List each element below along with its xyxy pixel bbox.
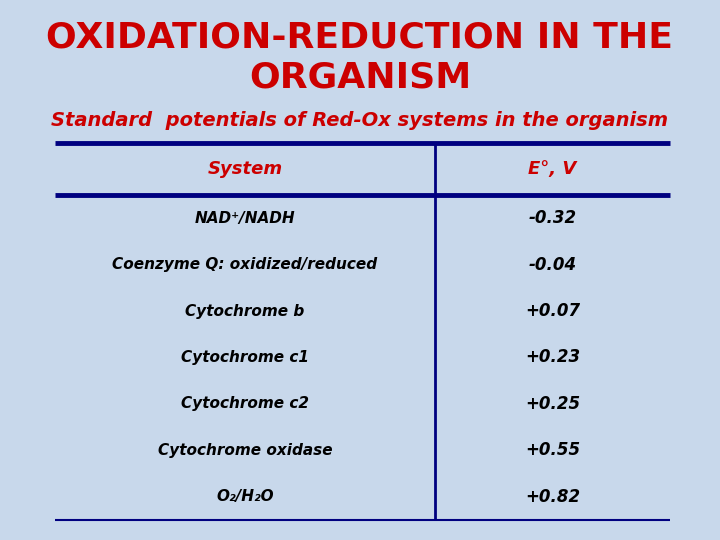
Text: E°, V: E°, V: [528, 160, 577, 178]
Text: +0.55: +0.55: [525, 441, 580, 460]
Text: +0.23: +0.23: [525, 348, 580, 367]
Text: OXIDATION-REDUCTION IN THE: OXIDATION-REDUCTION IN THE: [47, 21, 673, 55]
Text: +0.82: +0.82: [525, 488, 580, 506]
Text: Standard  potentials of Red-Ox systems in the organism: Standard potentials of Red-Ox systems in…: [51, 111, 669, 130]
Text: +0.25: +0.25: [525, 395, 580, 413]
Text: ORGANISM: ORGANISM: [249, 61, 471, 95]
Text: NAD⁺/NADH: NAD⁺/NADH: [194, 211, 295, 226]
Text: O₂/H₂O: O₂/H₂O: [216, 489, 274, 504]
Text: -0.04: -0.04: [528, 255, 577, 274]
Text: +0.07: +0.07: [525, 302, 580, 320]
Text: Coenzyme Q: oxidized/reduced: Coenzyme Q: oxidized/reduced: [112, 257, 377, 272]
Text: Cytochrome c1: Cytochrome c1: [181, 350, 309, 365]
Text: -0.32: -0.32: [528, 209, 577, 227]
Text: System: System: [207, 160, 282, 178]
Text: Cytochrome oxidase: Cytochrome oxidase: [158, 443, 333, 458]
Text: Cytochrome b: Cytochrome b: [185, 303, 305, 319]
Text: Cytochrome c2: Cytochrome c2: [181, 396, 309, 411]
